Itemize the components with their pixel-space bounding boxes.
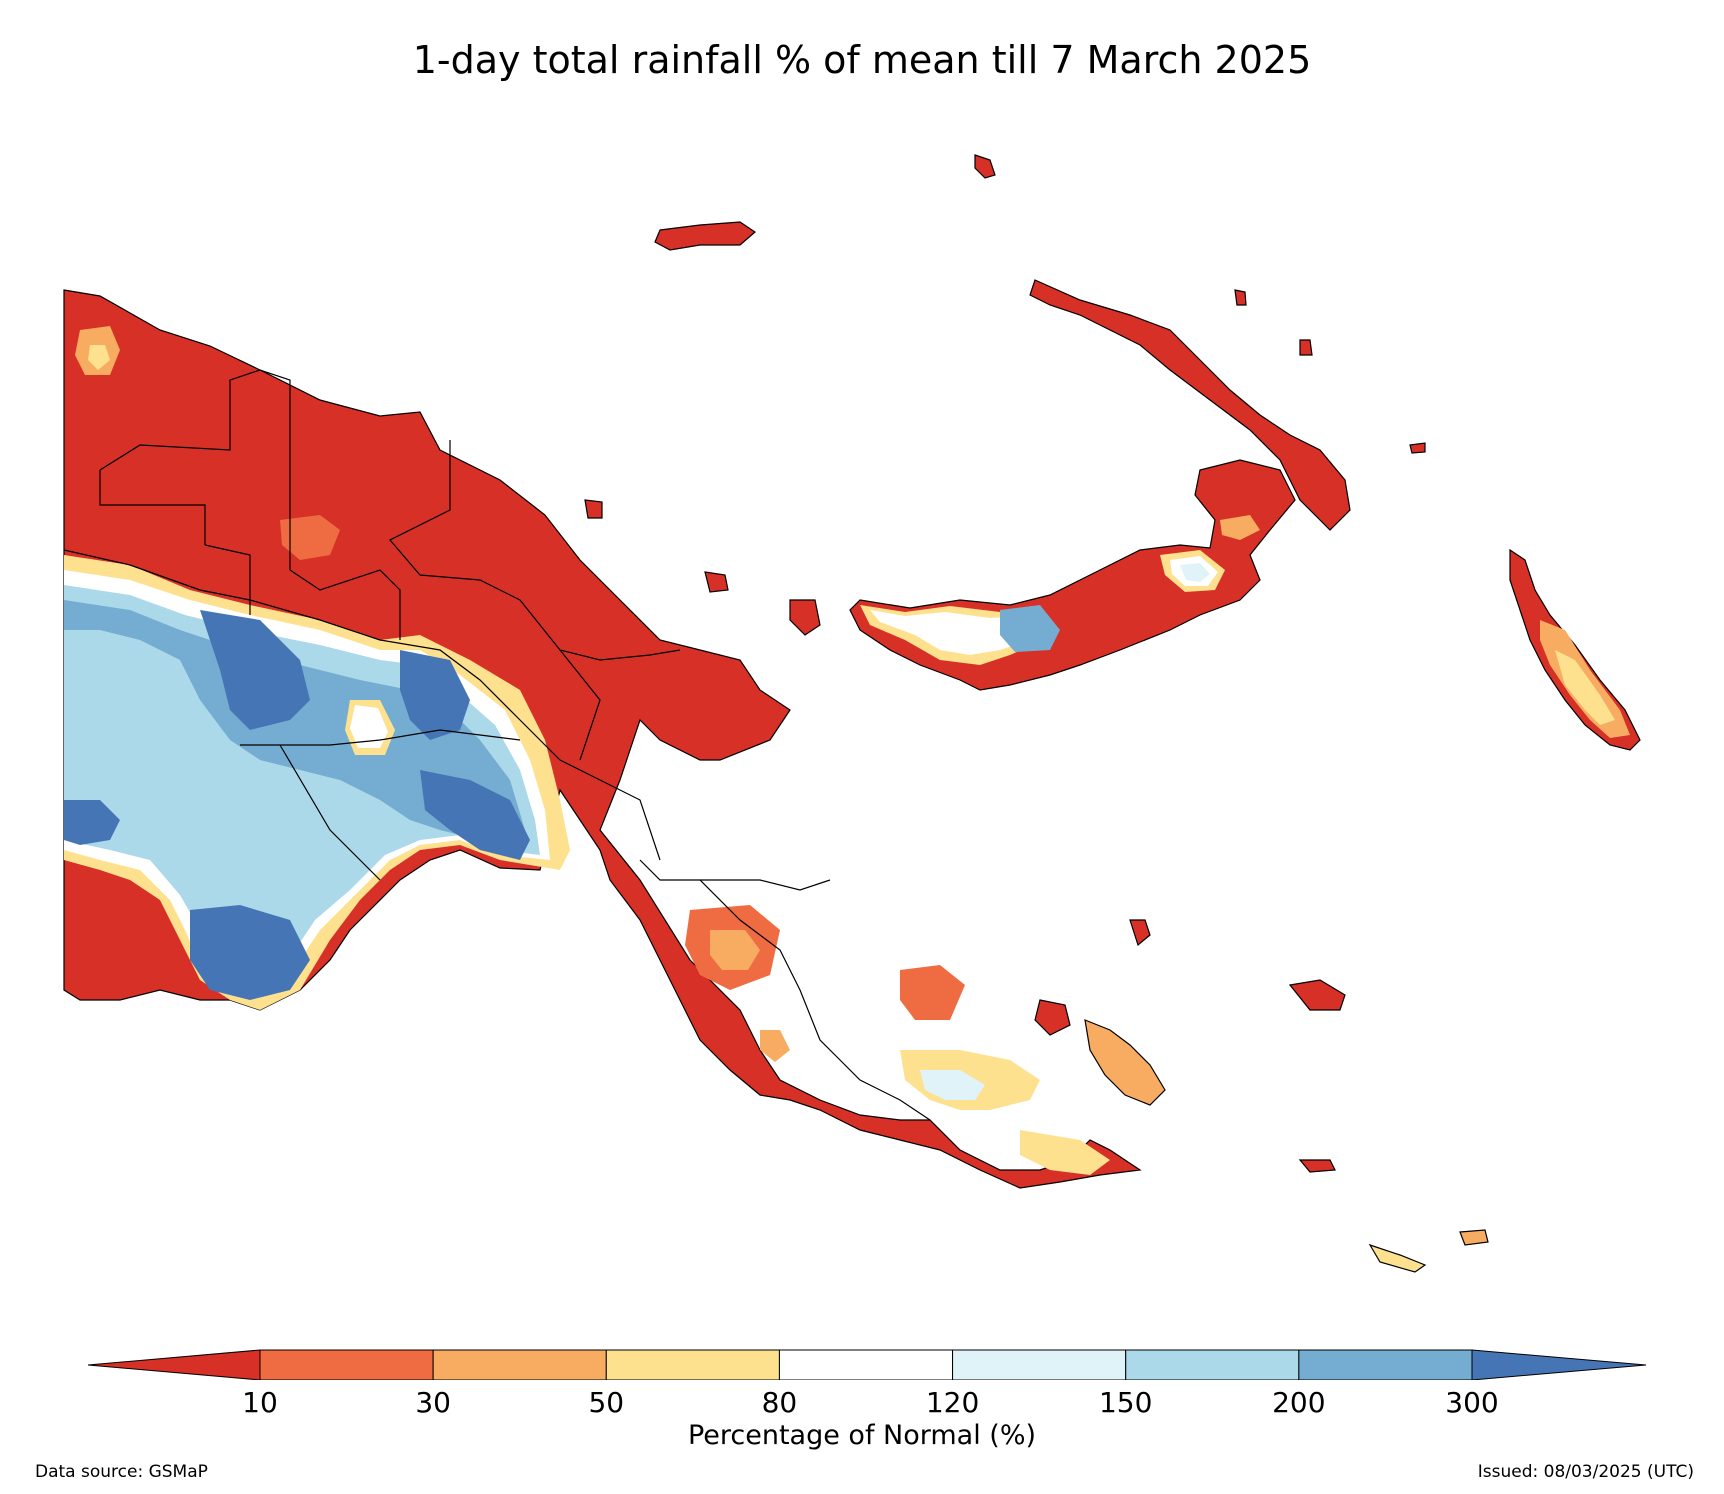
colorbar-tick-label: 200 bbox=[1272, 1386, 1326, 1419]
colorbar-tick-label: 80 bbox=[761, 1386, 798, 1419]
small-island bbox=[1409, 442, 1426, 454]
colorbar-segment bbox=[1125, 1349, 1300, 1380]
small-island bbox=[1288, 979, 1346, 1011]
small-island bbox=[1034, 999, 1071, 1036]
colorbar-tick-label: 300 bbox=[1445, 1386, 1499, 1419]
map-title: 1-day total rainfall % of mean till 7 Ma… bbox=[412, 38, 1312, 82]
small-island bbox=[1368, 1243, 1427, 1273]
colorbar-tick-label: 50 bbox=[588, 1386, 625, 1419]
small-island bbox=[584, 499, 603, 519]
colorbar-extend-high bbox=[1471, 1349, 1647, 1380]
mainland-west bbox=[63, 289, 1142, 1189]
small-island bbox=[1298, 1159, 1336, 1173]
colorbar-extend-low bbox=[87, 1349, 261, 1380]
colorbar-segment bbox=[778, 1349, 954, 1380]
small-island bbox=[1234, 289, 1247, 306]
colorbar-tick-label: 150 bbox=[1098, 1386, 1153, 1419]
colorbar-segment bbox=[952, 1349, 1127, 1380]
colorbar-tick-label: 10 bbox=[242, 1386, 278, 1419]
entrecasteaux-islands bbox=[1084, 1019, 1166, 1106]
new-ireland bbox=[1029, 279, 1351, 531]
issued-date: Issued: 08/03/2025 (UTC) bbox=[1477, 1462, 1694, 1482]
small-island bbox=[974, 154, 996, 179]
data-source: Data source: GSMaP bbox=[35, 1462, 208, 1482]
colorbar-segment bbox=[432, 1349, 607, 1380]
colorbar-tick-label: 30 bbox=[415, 1386, 451, 1419]
small-island bbox=[1459, 1229, 1489, 1246]
small-island bbox=[1129, 919, 1151, 947]
colorbar-segment bbox=[605, 1349, 780, 1380]
colorbar-segment bbox=[1298, 1349, 1473, 1380]
rainfall-map bbox=[63, 154, 1641, 1273]
bougainville bbox=[1509, 548, 1641, 751]
manus-island bbox=[654, 221, 756, 251]
small-island bbox=[789, 599, 821, 636]
small-island bbox=[1299, 339, 1313, 356]
new-britain bbox=[849, 459, 1296, 691]
small-island bbox=[704, 571, 729, 593]
colorbar-title: Percentage of Normal (%) bbox=[687, 1420, 1037, 1451]
colorbar-tick-label: 120 bbox=[925, 1386, 980, 1419]
colorbar bbox=[87, 1349, 1647, 1380]
colorbar-segment bbox=[259, 1349, 434, 1380]
